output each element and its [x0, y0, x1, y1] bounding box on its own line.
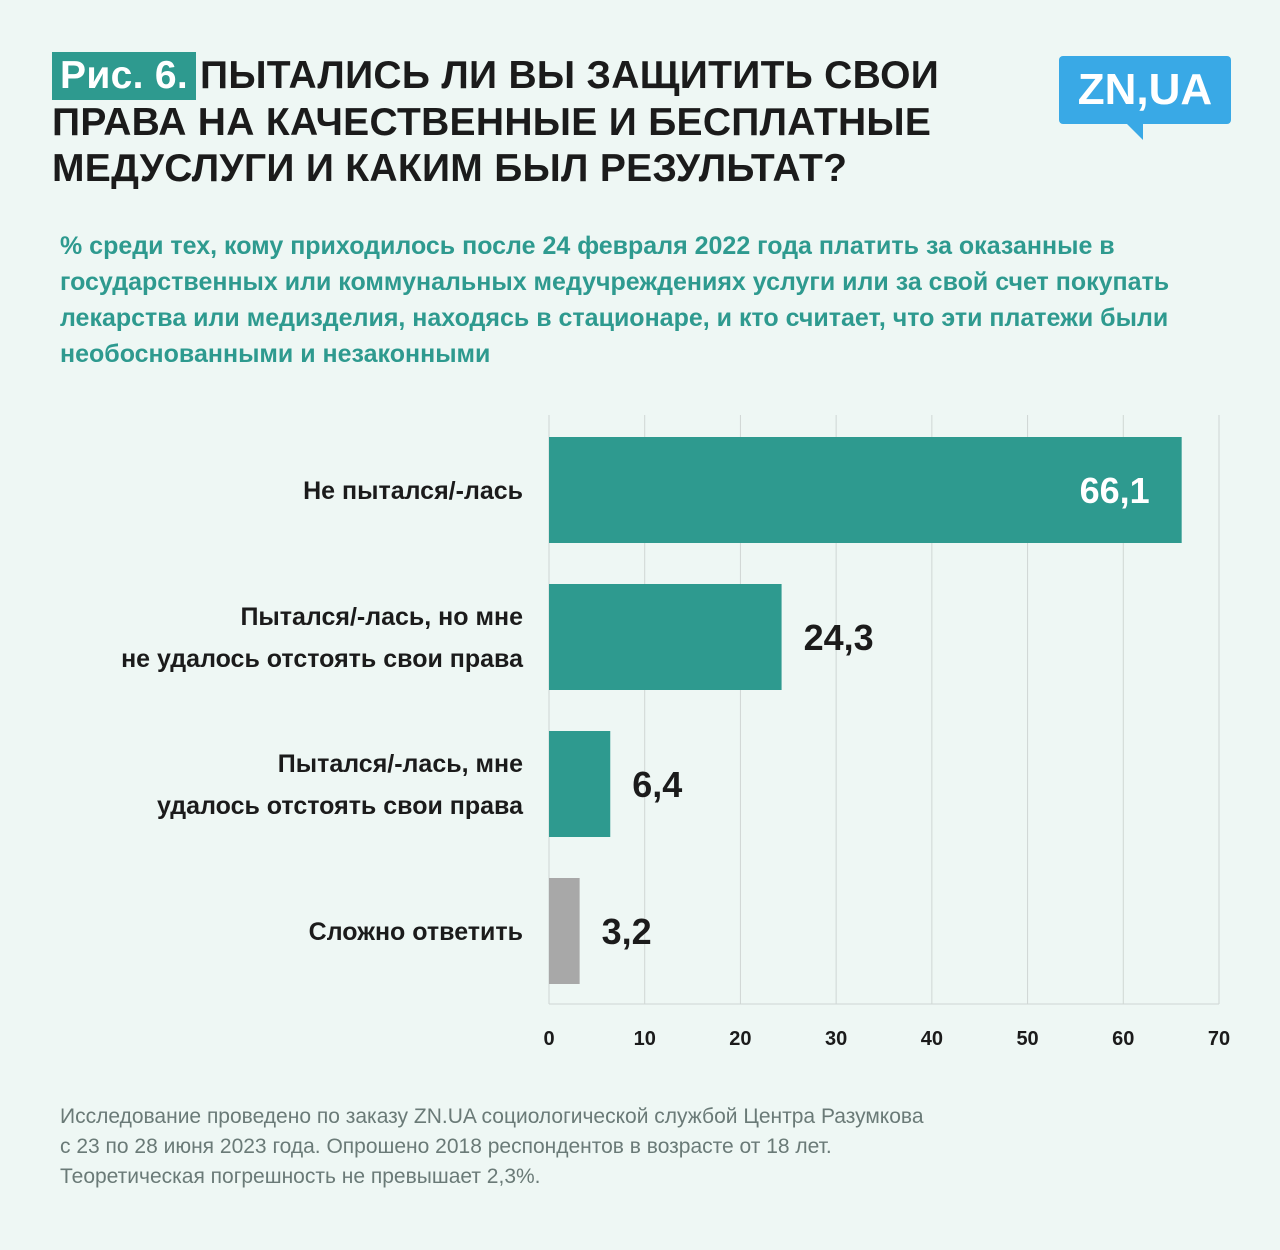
x-tick-label-0: 0: [543, 1028, 554, 1050]
bar-value-label-3: 3,2: [602, 911, 652, 952]
x-tick-label-50: 50: [1016, 1028, 1038, 1050]
footnote-line-1: Исследование проведено по заказу ZN.UA с…: [60, 1105, 924, 1128]
bar-value-label-1: 24,3: [804, 617, 874, 658]
category-label-1-1: не удалось отстоять свои права: [121, 645, 524, 673]
logo-tail-icon: [1125, 122, 1143, 140]
category-label-0-0: Не пытался/-лась: [303, 477, 523, 505]
chart-subtitle: % среди тех, кому приходилось после 24 ф…: [60, 232, 1170, 368]
x-tick-label-40: 40: [921, 1028, 943, 1050]
bar-2: [549, 731, 611, 837]
bar-1: [549, 584, 782, 690]
category-label-1-0: Пытался/-лась, но мне: [240, 603, 523, 631]
bar-0: [549, 437, 1182, 543]
bar-3: [549, 878, 580, 984]
category-label-3-0: Сложно ответить: [309, 918, 523, 946]
x-tick-label-20: 20: [729, 1028, 751, 1050]
footnote: Исследование проведено по заказу ZN.UA с…: [60, 1102, 1210, 1192]
chart-title: Рис. 6. ПЫТАЛИСЬ ЛИ ВЫ ЗАЩИТИТЬ СВОИ ПРАВ…: [52, 52, 992, 192]
x-tick-label-10: 10: [634, 1028, 656, 1050]
bar-value-label-2: 6,4: [632, 764, 682, 805]
footnote-line-3: Теоретическая погрешность не превышает 2…: [60, 1165, 541, 1188]
figure-tag: Рис. 6.: [52, 52, 196, 100]
bar-value-label-0: 66,1: [1080, 470, 1150, 511]
x-tick-label-30: 30: [825, 1028, 847, 1050]
category-label-2-1: удалось отстоять свои права: [157, 792, 524, 820]
x-tick-label-70: 70: [1208, 1028, 1230, 1050]
zn-ua-logo: ZN,UA: [1059, 56, 1231, 124]
title-text: ПЫТАЛИСЬ ЛИ ВЫ ЗАЩИТИТЬ СВОИ ПРАВА НА КА…: [52, 54, 940, 190]
category-label-2-0: Пытался/-лась, мне: [278, 750, 523, 778]
x-tick-label-60: 60: [1112, 1028, 1134, 1050]
footnote-line-2: с 23 по 28 июня 2023 года. Опрошено 2018…: [60, 1135, 832, 1158]
